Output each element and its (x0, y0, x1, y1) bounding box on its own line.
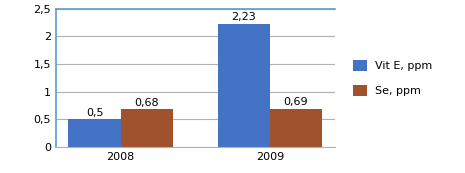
Bar (68, 119, 121, 147)
Text: 0,5: 0,5 (86, 108, 103, 118)
Text: 2,23: 2,23 (232, 12, 256, 22)
Text: 0,69: 0,69 (284, 97, 308, 107)
Legend: Vit E, ppm, Se, ppm: Vit E, ppm, Se, ppm (349, 55, 437, 100)
Bar (270, 109, 322, 147)
Text: 0,68: 0,68 (134, 98, 159, 108)
Bar (218, 24, 270, 147)
Bar (121, 109, 173, 147)
